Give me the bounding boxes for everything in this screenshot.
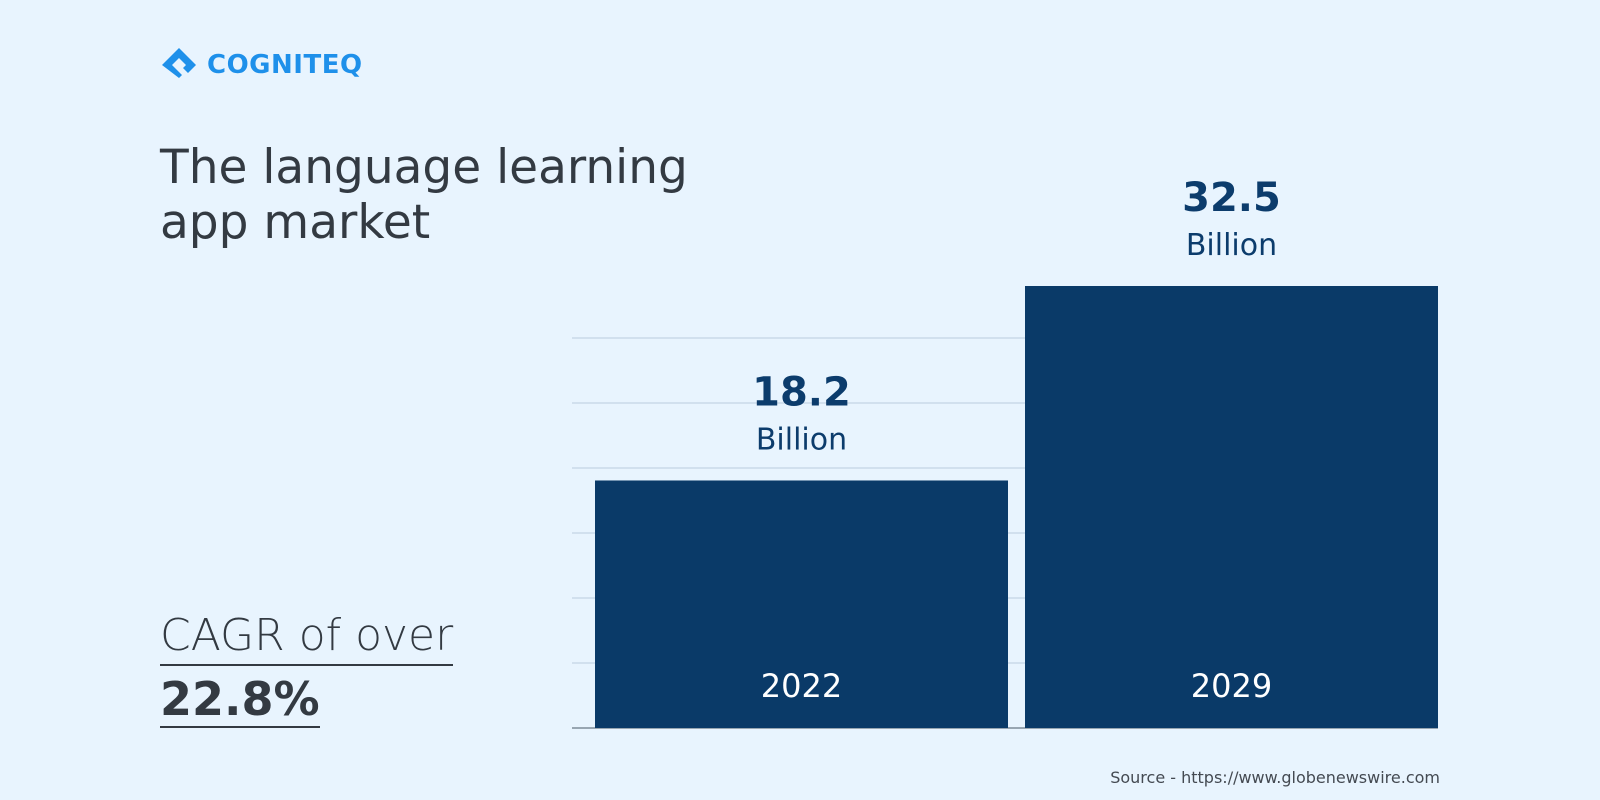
cogniteq-logo-icon	[162, 48, 196, 78]
cagr-value: 22.8%	[160, 672, 320, 728]
category-label: 2022	[761, 667, 842, 705]
brand-name: COGNITEQ	[207, 50, 363, 80]
source-note: Source - https://www.globenewswire.com	[1110, 768, 1440, 787]
bar-2029	[1025, 286, 1438, 728]
bar-value-label: 18.2	[752, 369, 851, 415]
bar-unit-label: Billion	[756, 422, 847, 457]
cagr-block: CAGR of over 22.8%	[160, 610, 454, 728]
category-label: 2029	[1191, 667, 1272, 705]
bar-2022	[595, 480, 1008, 728]
page-title: The language learning app market	[160, 140, 688, 250]
bar-value-label: 32.5	[1182, 175, 1281, 221]
brand-logo: COGNITEQ	[160, 46, 363, 84]
bar-unit-label: Billion	[1186, 228, 1277, 263]
cagr-label: CAGR of over	[160, 610, 454, 666]
